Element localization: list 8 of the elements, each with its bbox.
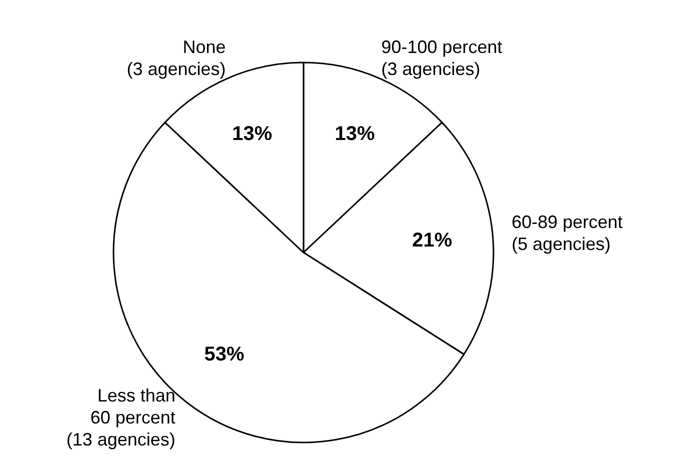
slice-label: 60-89 percent (5 agencies) <box>512 212 623 254</box>
data-label: 13% <box>334 122 376 145</box>
data-label: 21% <box>412 229 452 252</box>
slice-label: Less than 60 percent (13 agencies) <box>66 386 176 450</box>
data-label: 13% <box>232 122 272 145</box>
data-label: 53% <box>204 344 245 366</box>
slice-label: None (3 agencies) <box>126 36 226 79</box>
slice-label: 90-100 percent (3 agencies) <box>381 36 502 79</box>
